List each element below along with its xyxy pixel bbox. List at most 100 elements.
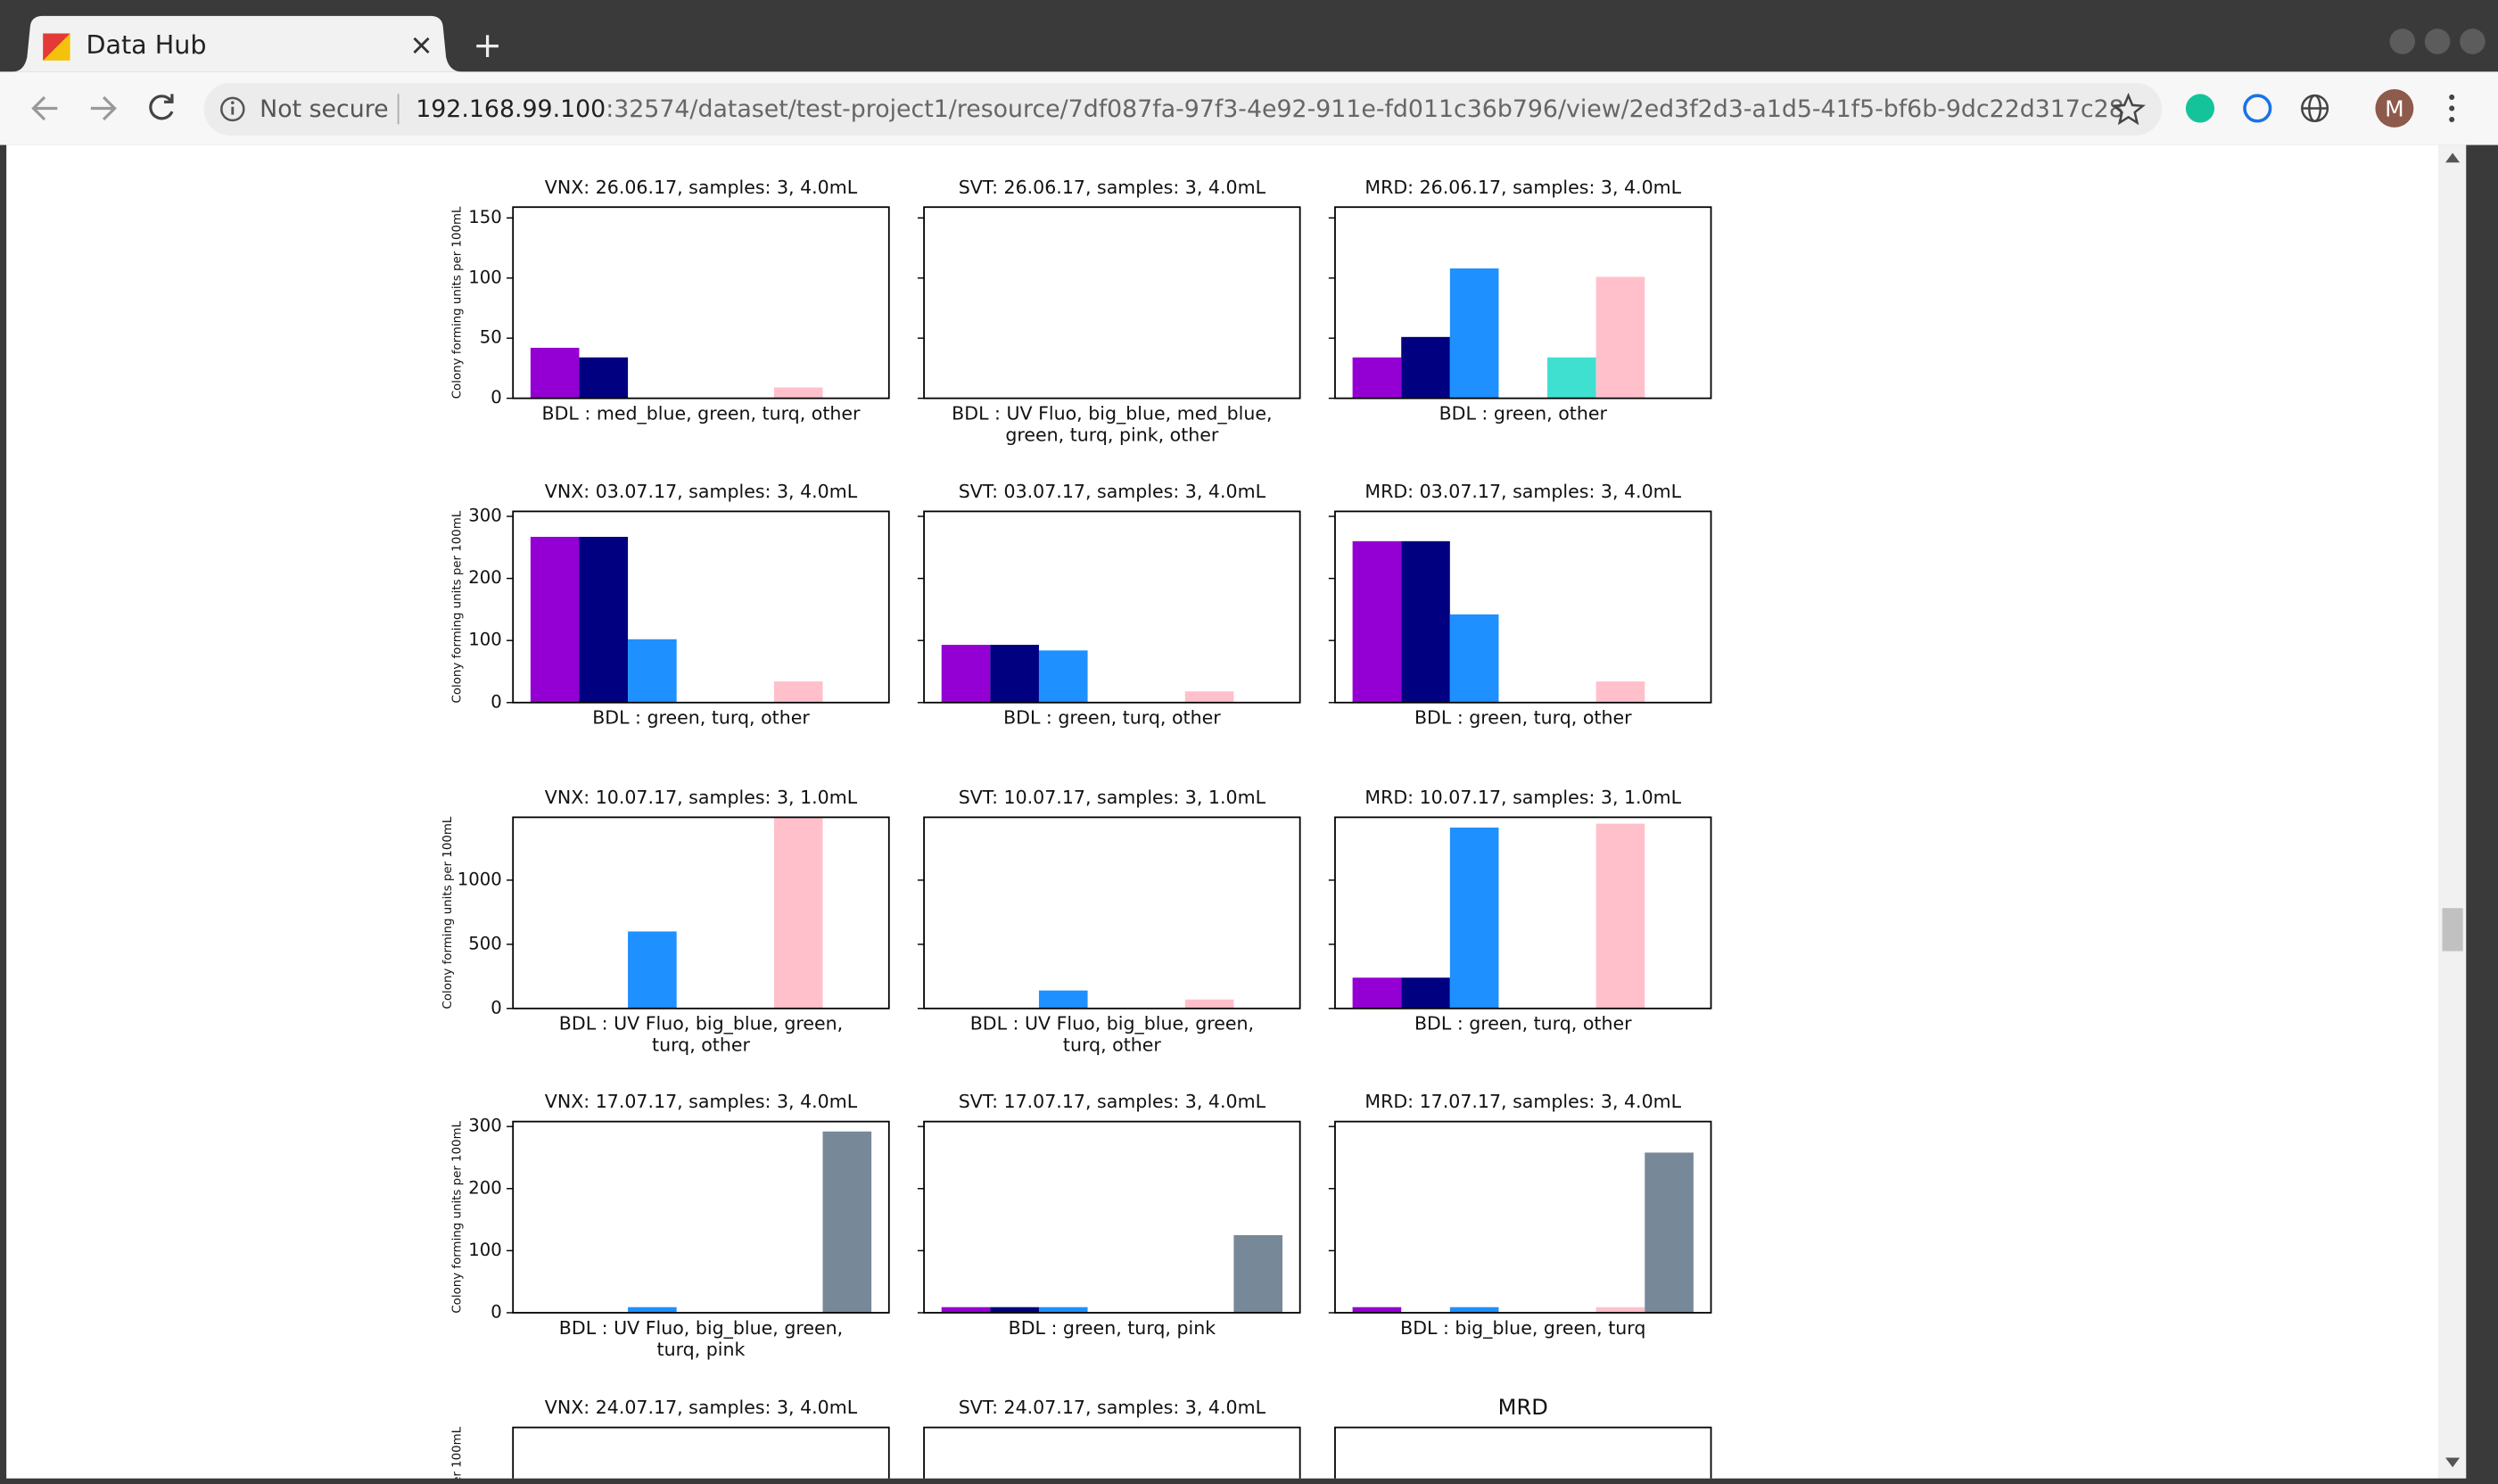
menu-button[interactable] <box>2449 94 2455 123</box>
x-axis-label: BDL : green, turq, other <box>1414 1013 1632 1035</box>
subplot-title: MRD: 17.07.17, samples: 3, 4.0mL <box>1364 1091 1681 1112</box>
bars <box>628 817 823 1009</box>
bar <box>1547 357 1596 399</box>
bars <box>530 347 823 399</box>
subplot: SVT: 03.07.17, samples: 3, 4.0mL BDL : gr… <box>917 481 1301 729</box>
bar <box>1352 540 1402 703</box>
subplot: MRD: 10.07.17, samples: 3, 1.0mL BDL : gr… <box>1328 787 1712 1035</box>
y-tick-label: 1000 <box>458 869 502 889</box>
scrollbar-thumb[interactable] <box>2442 908 2463 952</box>
plot-frame <box>1334 1120 1712 1314</box>
x-axis-label: BDL : green, turq, other <box>1414 707 1632 729</box>
subplot: VNX: 03.07.17, samples: 3, 4.0mL 0 100 200 3… <box>451 481 890 729</box>
bar <box>1184 999 1234 1009</box>
x-axis-label: BDL : big_blue, green, turq <box>1400 1317 1645 1340</box>
forward-button[interactable] <box>90 95 117 121</box>
y-tick-label: 50 <box>480 327 502 348</box>
figure: VNX: 26.06.17, samples: 3, 4.0mL 0 50 100 15… <box>441 177 1712 1479</box>
x-axis-label: turq, other <box>652 1035 750 1056</box>
bar <box>530 347 580 399</box>
bar <box>1038 1307 1088 1313</box>
subplot-title: VNX: 24.07.17, samples: 3, 4.0mL <box>545 1397 858 1418</box>
y-tick-label: 200 <box>468 1177 501 1198</box>
bar <box>773 817 823 1009</box>
subplot: MRD: 03.07.17, samples: 3, 4.0mL BDL : gr… <box>1328 481 1712 729</box>
plot-frame <box>1334 510 1712 704</box>
bookmark-star[interactable] <box>2111 92 2146 126</box>
x-axis-label: BDL : UV Fluo, big_blue, green, <box>970 1013 1254 1035</box>
subplot: VNX: 10.07.17, samples: 3, 1.0mL 0 500 1000… <box>441 787 890 1056</box>
bar <box>628 1307 677 1313</box>
plot-frame <box>1334 1426 1712 1479</box>
x-axis-label: green, turq, pink, other <box>1005 425 1219 446</box>
url-host: 192.168.99.100 <box>416 95 606 123</box>
y-tick-label: 100 <box>468 630 501 650</box>
plot-frame <box>923 510 1301 704</box>
maximize[interactable] <box>2424 29 2451 54</box>
x-axis-label: BDL : UV Fluo, big_blue, green, <box>559 1013 843 1035</box>
plot-frame <box>512 816 890 1010</box>
plot-frame <box>1334 816 1712 1010</box>
x-axis-label: BDL : green, turq, pink <box>1009 1317 1216 1339</box>
bar <box>1645 1152 1694 1313</box>
subplot: VNX: 24.07.17, samples: 3, 4.0mL Colony f… <box>451 1397 890 1479</box>
bar <box>1233 1234 1283 1313</box>
bar <box>1184 691 1234 703</box>
bar <box>773 387 823 399</box>
scroll-down[interactable] <box>2445 1457 2461 1468</box>
new-tab-button[interactable]: + <box>473 26 502 66</box>
subplot-title: VNX: 17.07.17, samples: 3, 4.0mL <box>545 1091 858 1112</box>
tab-close[interactable] <box>413 37 430 54</box>
bar <box>530 536 580 703</box>
profile-avatar[interactable] <box>2375 89 2414 128</box>
y-tick-label: 200 <box>468 567 501 588</box>
subplot-title: MRD: 10.07.17, samples: 3, 1.0mL <box>1364 787 1681 808</box>
address-bar[interactable] <box>203 82 2163 136</box>
subplot-title: MRD: 26.06.17, samples: 3, 4.0mL <box>1364 177 1681 198</box>
plot-frame <box>1334 206 1712 400</box>
y-tick-label: 0 <box>491 387 501 408</box>
translate-extension[interactable] <box>2301 94 2329 123</box>
bar <box>1595 681 1645 703</box>
bars <box>1352 823 1645 1009</box>
bars <box>1352 1152 1694 1313</box>
reload-button[interactable] <box>149 94 174 120</box>
minimize[interactable] <box>2389 29 2416 54</box>
subplot: SVT: 26.06.17, samples: 3, 4.0mL BDL : UV… <box>917 177 1301 446</box>
scroll-up[interactable] <box>2445 153 2461 163</box>
y-tick-label: 0 <box>491 997 501 1018</box>
active-tab[interactable] <box>12 15 463 72</box>
subplot-title: SVT: 03.07.17, samples: 3, 4.0mL <box>959 481 1266 502</box>
plot-frame <box>512 1426 890 1479</box>
y-tick-label: 100 <box>468 267 501 287</box>
password-extension[interactable] <box>2243 94 2272 123</box>
subplot: MRD: 26.06.17, samples: 3, 4.0mL BDL : gr… <box>1328 177 1712 424</box>
back-button[interactable] <box>31 95 58 121</box>
y-tick-label: 0 <box>491 1301 501 1322</box>
y-tick-label: 300 <box>468 505 501 525</box>
subplot-title: SVT: 26.06.17, samples: 3, 4.0mL <box>959 177 1266 198</box>
x-axis-label: BDL : green, turq, other <box>1003 707 1221 729</box>
bar <box>1595 823 1645 1009</box>
plot-frame <box>923 206 1301 400</box>
bar <box>628 931 677 1009</box>
y-tick-label: 300 <box>468 1116 501 1136</box>
bar <box>941 1307 991 1313</box>
plot-frame <box>512 510 890 704</box>
bar <box>1352 977 1402 1009</box>
url-path: :32574/dataset/test-project1/resource/7d… <box>606 95 2123 123</box>
bar <box>1449 268 1499 399</box>
subplot: MRD: 17.07.17, samples: 3, 4.0mL BDL : bi… <box>1328 1091 1712 1340</box>
bars <box>1352 268 1645 399</box>
x-axis-label: BDL : green, other <box>1439 402 1608 424</box>
subplot-title: VNX: 26.06.17, samples: 3, 4.0mL <box>545 177 858 198</box>
profile-initial: M <box>2385 95 2404 121</box>
subplot-title: SVT: 24.07.17, samples: 3, 4.0mL <box>959 1397 1266 1418</box>
bar <box>1449 827 1499 1009</box>
scrollbar <box>2438 144 2467 1479</box>
grammarly-extension[interactable] <box>2185 94 2215 123</box>
close-window[interactable] <box>2460 29 2486 54</box>
x-axis-label: BDL : med_blue, green, turq, other <box>542 402 861 425</box>
